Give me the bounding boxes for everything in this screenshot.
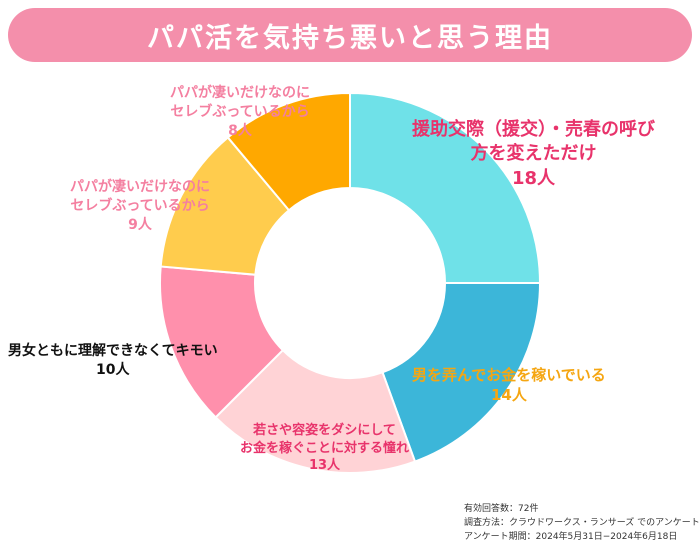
slice-value: 18人 <box>511 167 556 189</box>
slice-label-line: お金を稼ぐことに対する憧れ <box>240 440 410 456</box>
slice-label-5: パパが凄いだけなのに セレブぶっているから 9人 <box>70 178 210 235</box>
footer-period: アンケート期間：2024年5月31日−2024年6月18日 <box>464 531 678 542</box>
footer-responses: 有効回答数：72件 <box>464 504 539 514</box>
chart-title: パパ活を気持ち悪いと思う理由 <box>147 22 553 54</box>
slice-label-line: 男女ともに理解できなくてキモい <box>8 343 218 359</box>
donut-slice-6 <box>226 91 351 212</box>
title-bar: パパ活を気持ち悪いと思う理由 <box>8 8 692 62</box>
slice-value: 13人 <box>308 458 341 474</box>
slice-value: 9人 <box>128 216 152 233</box>
slice-value: 14人 <box>490 386 527 405</box>
slice-value: 10人 <box>96 361 130 378</box>
slice-label-4: 男女ともに理解できなくてキモい 10人 <box>8 342 218 380</box>
slice-label-line: セレブぶっているから <box>170 103 310 120</box>
donut-slice-1 <box>349 91 542 284</box>
footer-method: 調査方法：クラウドワークス・ランサーズ でのアンケート <box>464 517 700 528</box>
slice-label-1: 援助交際（援交）・売春の呼び 方を変えただけ 18人 <box>412 118 655 191</box>
slice-label-3: 若さや容姿をダシにして お金を稼ぐことに対する憧れ 13人 <box>240 422 409 475</box>
slice-label-line: 若さや容姿をダシにして <box>253 423 396 438</box>
slice-label-line: パパが凄いだけなのに <box>70 179 210 195</box>
slice-label-line: 方を変えただけ <box>470 143 597 165</box>
donut-slice-3 <box>214 348 417 474</box>
slice-label-line: パパが凄いだけなのに <box>170 85 310 101</box>
slice-label-2: 男を弄んでお金を稼いでいる 14人 <box>412 365 606 406</box>
survey-footer: 有効回答数：72件 調査方法：クラウドワークス・ランサーズ でのアンケート アン… <box>464 503 700 545</box>
slice-label-line: 男を弄んでお金を稼いでいる <box>412 366 606 384</box>
donut-slice-2 <box>381 282 542 463</box>
slice-value: 8人 <box>228 122 252 139</box>
slice-label-line: セレブぶっているから <box>70 197 210 214</box>
slice-label-line: 援助交際（援交）・売春の呼び <box>412 119 655 140</box>
slice-label-6: パパが凄いだけなのに セレブぶっているから 8人 <box>170 84 310 141</box>
